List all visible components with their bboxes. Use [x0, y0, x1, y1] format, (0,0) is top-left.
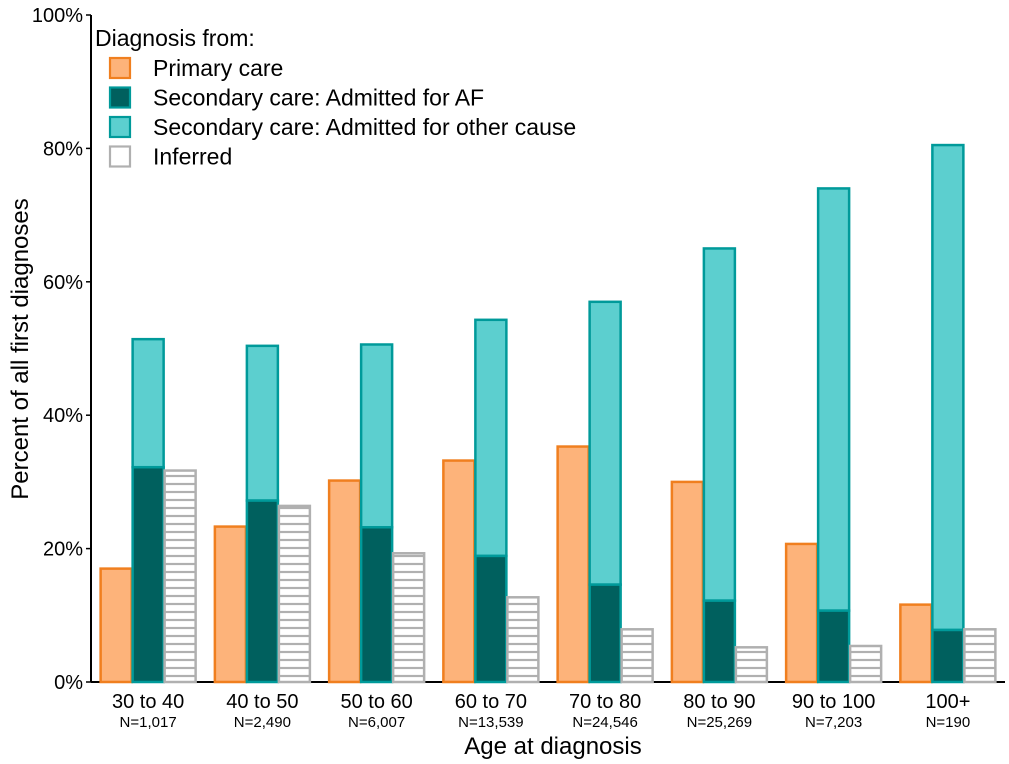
- bar-inferred: [391, 552, 426, 684]
- bar-secondary-other-cause: [359, 343, 394, 529]
- legend: Diagnosis from: Primary care Secondary ca…: [95, 25, 576, 170]
- legend-label: Primary care: [153, 55, 283, 81]
- bar-secondary-af: [474, 554, 508, 684]
- bar-inferred: [277, 504, 312, 684]
- y-tick-label: 100%: [32, 5, 83, 27]
- legend-swatch: [108, 145, 132, 168]
- x-tick-label: 50 to 60: [340, 691, 412, 713]
- bar-secondary-af: [245, 499, 280, 684]
- bar-group: [442, 318, 540, 684]
- bar-group: [213, 344, 312, 684]
- x-tick-label: 70 to 80: [569, 691, 641, 713]
- legend-label: Inferred: [153, 144, 232, 170]
- bar-inferred: [848, 644, 883, 684]
- legend-swatch: [108, 86, 132, 109]
- x-tick-n-label: N=2,490: [234, 714, 291, 731]
- bar-inferred: [963, 628, 997, 684]
- bar-inferred: [506, 596, 540, 684]
- bar-group: [670, 247, 769, 684]
- legend-swatch: [108, 56, 132, 80]
- bar-group: [556, 300, 654, 684]
- bar-secondary-other-cause: [588, 300, 622, 586]
- x-tick-n-label: N=25,269: [687, 714, 752, 731]
- x-tick-n-label: N=1,017: [120, 714, 177, 731]
- x-tick-n-label: N=7,203: [805, 714, 862, 731]
- x-tick-label: 80 to 90: [683, 691, 755, 713]
- y-tick-label: 20%: [43, 539, 83, 561]
- x-tick-label: 60 to 70: [455, 691, 527, 713]
- x-tick-label: 100+: [925, 691, 970, 713]
- x-tick-label: 90 to 100: [792, 691, 875, 713]
- x-tick-n-label: N=6,007: [348, 714, 405, 731]
- bar-secondary-af: [931, 628, 965, 684]
- x-tick-n-label: N=190: [926, 714, 971, 731]
- bar-secondary-other-cause: [474, 318, 508, 558]
- bars-group: [99, 143, 997, 684]
- bar-secondary-af: [702, 599, 737, 684]
- bar-secondary-other-cause: [816, 187, 851, 612]
- bar-group: [899, 143, 997, 684]
- bar-secondary-other-cause: [131, 337, 165, 469]
- x-tick-n-label: N=24,546: [572, 714, 637, 731]
- bar-secondary-af: [588, 583, 622, 684]
- y-tick-label: 80%: [43, 138, 83, 160]
- legend-label: Secondary care: Admitted for other cause: [153, 114, 576, 140]
- bar-group: [99, 337, 197, 684]
- bar-secondary-af: [131, 465, 165, 684]
- bar-secondary-af: [816, 609, 851, 684]
- bar-primary-care: [213, 525, 248, 684]
- bar-secondary-other-cause: [931, 143, 965, 632]
- x-tick-label: 40 to 50: [226, 691, 298, 713]
- y-tick-label: 60%: [43, 272, 83, 294]
- x-tick-n-label: N=13,539: [458, 714, 523, 731]
- bar-primary-care: [327, 479, 362, 684]
- bar-group: [784, 187, 883, 684]
- x-axis-title: Age at diagnosis: [464, 733, 641, 760]
- legend-label: Secondary care: Admitted for AF: [153, 85, 484, 111]
- x-tick-label: 30 to 40: [112, 691, 184, 713]
- bar-group: [327, 343, 426, 684]
- y-axis-title: Percent of all first diagnoses: [7, 198, 34, 500]
- legend-swatch: [108, 115, 132, 139]
- bar-primary-care: [670, 480, 705, 684]
- bar-primary-care: [899, 603, 933, 684]
- legend-title: Diagnosis from:: [95, 25, 255, 51]
- y-axis: 0% 20% 40% 60% 80% 100%: [32, 5, 92, 694]
- bar-secondary-af: [359, 526, 394, 684]
- y-tick-label: 0%: [54, 672, 83, 694]
- bar-inferred: [734, 646, 769, 684]
- bar-primary-care: [556, 445, 590, 684]
- bar-primary-care: [442, 459, 476, 684]
- bar-primary-care: [99, 567, 133, 684]
- y-tick-label: 40%: [43, 405, 83, 427]
- bar-inferred: [620, 628, 654, 684]
- bar-secondary-other-cause: [702, 247, 737, 602]
- bar-inferred: [163, 469, 197, 684]
- bar-primary-care: [784, 542, 819, 684]
- bar-secondary-other-cause: [245, 344, 280, 502]
